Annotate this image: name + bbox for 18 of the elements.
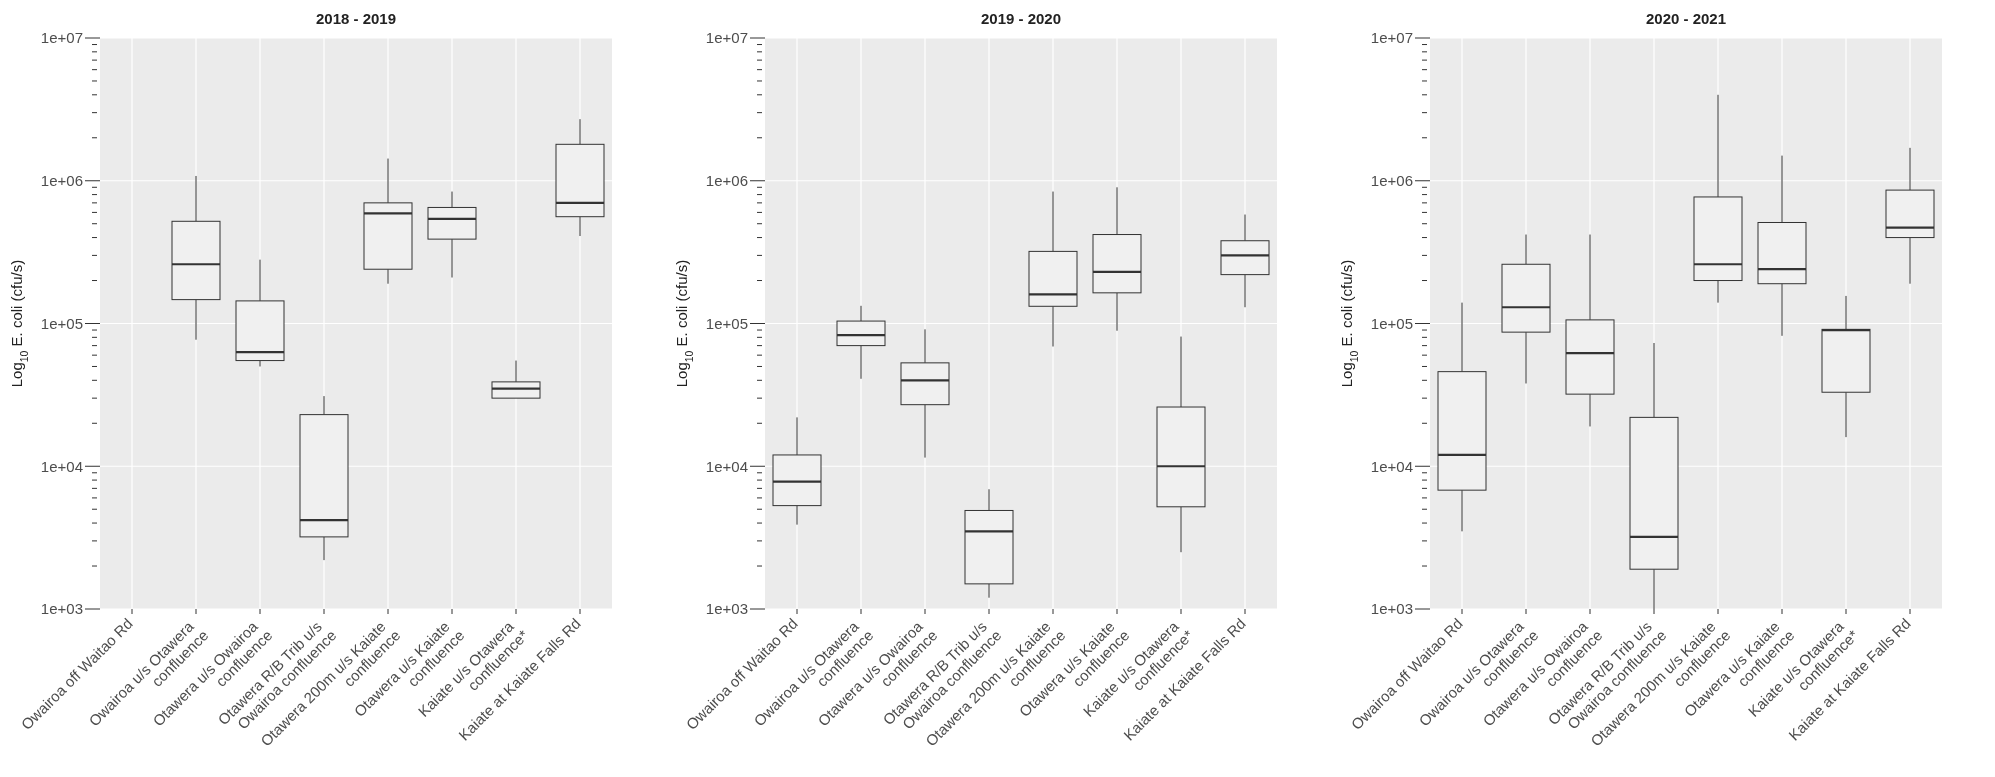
- y-tick-label: 1e+07: [705, 29, 748, 47]
- chart-title: 2018 - 2019: [315, 10, 397, 27]
- y-tick-label: 1e+03: [705, 600, 748, 618]
- chart-title: 2020 - 2021: [1645, 10, 1727, 27]
- y-tick-label: 1e+04: [1370, 457, 1413, 475]
- y-tick-label: 1e+07: [1370, 29, 1413, 47]
- y-tick-label: 1e+04: [40, 457, 83, 475]
- y-tick-label: 1e+05: [40, 314, 83, 332]
- y-tick-label: 1e+05: [1370, 314, 1413, 332]
- y-tick-label: 1e+06: [40, 172, 83, 189]
- y-tick-label: 1e+03: [40, 600, 83, 618]
- y-tick-label: 1e+05: [705, 314, 748, 332]
- y-tick-label: 1e+06: [705, 172, 748, 189]
- y-tick-label: 1e+06: [1370, 172, 1413, 189]
- y-tick-label: 1e+07: [40, 29, 83, 47]
- chart-title: 2019 - 2020: [980, 10, 1062, 27]
- y-tick-label: 1e+04: [705, 457, 748, 475]
- y-tick-label: 1e+03: [1370, 600, 1413, 618]
